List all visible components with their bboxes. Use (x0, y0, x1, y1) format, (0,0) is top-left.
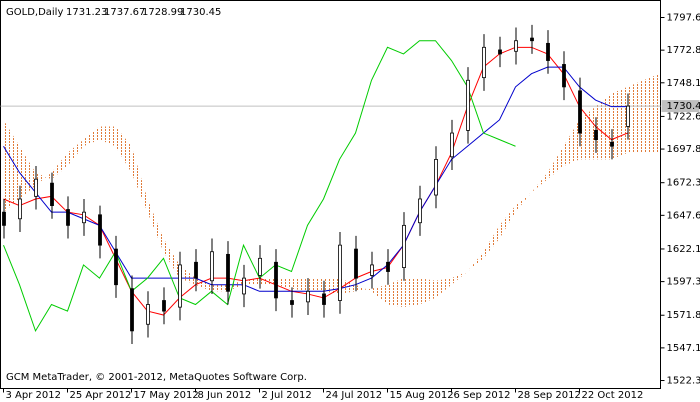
y-tick-label: 1797.60 (667, 13, 700, 24)
x-tick-label: 17 May 2012 (134, 390, 199, 401)
footer: GCM MetaTrader, © 2001-2012, MetaQuotes … (6, 372, 307, 383)
y-tick-label: 1672.35 (667, 178, 700, 189)
candle-body (578, 90, 582, 134)
candle-body (498, 49, 502, 55)
candle-body (594, 130, 598, 141)
candle-body (50, 182, 54, 206)
candle-body (274, 261, 278, 299)
candle-body (146, 304, 150, 325)
y-tick-label: 1547.1 (667, 343, 700, 354)
ohlc-high: 1737.67 (104, 7, 145, 18)
candle-body (370, 264, 374, 276)
indicator-line (3, 46, 628, 316)
candle-body (242, 277, 246, 295)
candle-body (18, 198, 22, 220)
candle-body (562, 64, 566, 88)
candle-body (386, 261, 390, 272)
candle-body (34, 178, 38, 197)
candle-body (82, 211, 86, 224)
candle-body (98, 214, 102, 246)
chart-title: GOLD,Daily (6, 7, 63, 18)
candle-body (434, 159, 438, 196)
candle-body (114, 248, 118, 286)
candle-body (194, 261, 198, 279)
x-tick-label: 24 Jul 2012 (326, 390, 383, 401)
candle-body (610, 141, 614, 147)
candle-body (418, 198, 422, 224)
candle-body (402, 224, 406, 268)
ohlc-open: 1731.23 (66, 7, 107, 18)
x-tick-label: 28 Sep 2012 (518, 390, 581, 401)
candle-body (162, 300, 166, 312)
candle-body (66, 209, 70, 226)
candle-body (210, 251, 214, 282)
candle-body (626, 105, 630, 127)
ohlc-low: 1728.99 (142, 7, 183, 18)
x-tick-label: 2 Jul 2012 (262, 390, 312, 401)
y-tick-label: 1571.85 (667, 310, 700, 321)
candle-body (290, 300, 294, 305)
ichimoku-cloud (3, 73, 660, 308)
plot-frame (0, 0, 661, 389)
x-tick-label: 3 Apr 2012 (6, 390, 61, 401)
candle-body (466, 79, 470, 131)
candle-body (2, 211, 6, 226)
candle-body (546, 42, 550, 61)
candle-body (514, 40, 518, 52)
y-tick-label: 1772.85 (667, 45, 700, 56)
candle-body (130, 288, 134, 332)
y-tick-label: 1522.35 (667, 376, 700, 387)
candle-body (306, 290, 310, 303)
y-tick-label: 1748.1 (667, 78, 700, 89)
y-tick-label: 1597.35 (667, 277, 700, 288)
candle-body (322, 293, 326, 305)
candle-body (482, 46, 486, 79)
ohlc-close: 1730.45 (180, 7, 221, 18)
y-tick-label: 1647.60 (667, 210, 700, 221)
candle-body (338, 244, 342, 301)
candle-body (226, 253, 230, 292)
x-tick-label: 22 Oct 2012 (582, 390, 644, 401)
y-tick-label: 1622.1 (667, 244, 700, 255)
x-tick-label: 6 Sep 2012 (454, 390, 511, 401)
current-price-label: 1730.45 (667, 101, 700, 112)
y-tick-label: 1722.6 (667, 111, 700, 122)
candle-body (354, 248, 358, 279)
candle-body (258, 257, 262, 276)
x-tick-label: 15 Aug 2012 (390, 390, 454, 401)
candle-body (530, 37, 534, 42)
y-tick-label: 1697.85 (667, 144, 700, 155)
x-tick-label: 25 Apr 2012 (70, 390, 132, 401)
indicator-line (3, 66, 628, 292)
current-price-box (661, 100, 700, 113)
candle-body (450, 132, 454, 158)
x-tick-label: 8 Jun 2012 (198, 390, 252, 401)
candle-body (178, 264, 182, 308)
